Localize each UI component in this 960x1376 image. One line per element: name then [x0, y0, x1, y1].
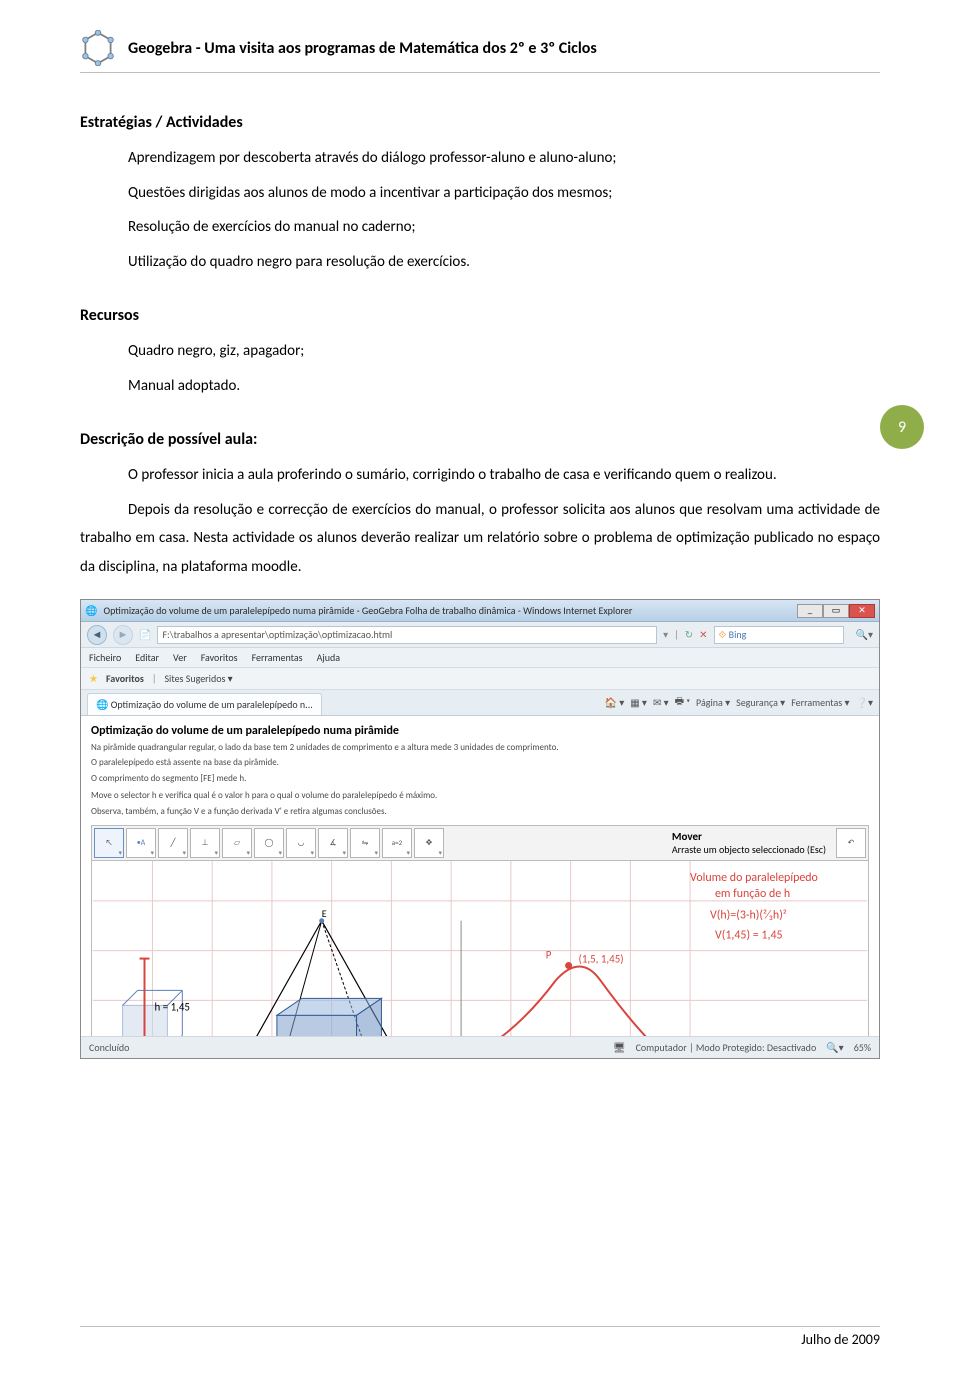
content-text: Observa, também, a função V e a função d… [91, 806, 869, 819]
status-left: Concluído [89, 1041, 129, 1054]
estrategias-item: Resolução de exercícios do manual no cad… [128, 213, 880, 242]
section-estrategias-title: Estratégias / Actividades [80, 113, 880, 132]
gg-tool-arc[interactable]: ◡▾ [286, 828, 316, 858]
h-label: h = 1,45 [154, 1000, 190, 1013]
gg-tool-slider[interactable]: a=2▾ [382, 828, 412, 858]
section-recursos-title: Recursos [80, 306, 880, 325]
home-icon[interactable]: 🏠 ▾ [604, 696, 624, 709]
svg-text:P: P [546, 949, 552, 962]
ie-favicon-icon: 🌐 [85, 604, 97, 617]
content-text: Na pirâmide quadrangular regular, o lado… [91, 742, 869, 755]
gg-tool-perp[interactable]: ⊥▾ [190, 828, 220, 858]
geogebra-toolbar: ↖▾ •A▾ ╱▾ ⊥▾ ▱▾ ◯▾ ◡▾ ∡▾ ⇋▾ a=2▾ ✥▾ Move… [91, 825, 869, 861]
mover-sub: Arraste um objecto seleccionado (Esc) [672, 843, 826, 856]
cmd-item[interactable]: ❔▾ [856, 696, 873, 709]
browser-tab[interactable]: 🌐 Optimização do volume de um paralelepí… [87, 693, 322, 715]
hexagon-icon [80, 30, 116, 66]
recursos-item: Manual adoptado. [128, 372, 880, 401]
menu-item[interactable]: Ver [173, 651, 187, 664]
gg-tool-angle[interactable]: ∡▾ [318, 828, 348, 858]
vol-value: V(1,45) = 1,45 [715, 929, 783, 943]
feeds-icon[interactable]: ▦ ▾ [630, 696, 647, 709]
cmd-item[interactable]: Página ▾ [696, 696, 730, 709]
content-text: O comprimento do segmento [FE] mede h. [91, 773, 869, 786]
content-text: Move o selector h e verifica qual é o va… [91, 790, 869, 803]
ie-window-title: Optimização do volume de um paralelepípe… [103, 604, 791, 617]
status-zoom: 65% [854, 1041, 871, 1054]
menu-item[interactable]: Editar [135, 651, 159, 664]
menu-item[interactable]: Ficheiro [89, 651, 121, 664]
ie-address-bar: ◄ ► 📄 F:\trabalhos a apresentar\optimiza… [81, 622, 879, 648]
section-descricao-title: Descrição de possível aula: [80, 430, 880, 449]
recursos-item: Quadro negro, giz, apagador; [128, 337, 880, 366]
gg-tool-description: Mover Arraste um objecto seleccionado (E… [664, 830, 834, 856]
minimize-button[interactable]: _ [797, 604, 823, 618]
gg-tool-undo[interactable]: ↶ [836, 828, 866, 858]
ie-titlebar: 🌐 Optimização do volume de um paralelepí… [81, 600, 879, 622]
gg-tool-reflect[interactable]: ⇋▾ [350, 828, 380, 858]
tab-label: Optimização do volume de um paralelepípe… [111, 698, 313, 711]
gg-tool-point[interactable]: •A▾ [126, 828, 156, 858]
page-number-badge: 9 [880, 405, 924, 449]
print-icon[interactable]: 🖶 ▾ [675, 694, 690, 711]
close-button[interactable]: ✕ [849, 604, 875, 618]
status-mode: Computador | Modo Protegido: Desactivado [636, 1041, 817, 1054]
estrategias-item: Aprendizagem por descoberta através do d… [128, 144, 880, 173]
estrategias-item: Utilização do quadro negro para resoluçã… [128, 248, 880, 277]
back-button[interactable]: ◄ [87, 625, 107, 645]
gg-tool-movegraphics[interactable]: ✥▾ [414, 828, 444, 858]
screenshot: 🌐 Optimização do volume de um paralelepí… [80, 599, 880, 1059]
mover-label: Mover [672, 830, 702, 843]
favorites-star-icon[interactable]: ★ [89, 672, 98, 685]
ie-tab-bar: 🌐 Optimização do volume de um paralelepí… [81, 690, 879, 716]
geogebra-canvas[interactable]: Volume do paralelepípedo em função de h … [91, 861, 869, 1036]
menu-item[interactable]: Ajuda [317, 651, 340, 664]
descricao-p2: Depois da resolução e correcção de exerc… [80, 496, 880, 582]
forward-button[interactable]: ► [113, 625, 133, 645]
page-content: Optimização do volume de um paralelepípe… [81, 716, 879, 1036]
gg-tool-line[interactable]: ╱▾ [158, 828, 188, 858]
gg-tool-polygon[interactable]: ▱▾ [222, 828, 252, 858]
address-input[interactable]: F:\trabalhos a apresentar\optimização\op… [157, 626, 657, 644]
search-icon[interactable]: 🔍▾ [850, 628, 873, 641]
descricao-p1: O professor inicia a aula proferindo o s… [80, 461, 880, 490]
footer-date: Julho de 2009 [80, 1326, 880, 1348]
cmd-item[interactable]: Ferramentas ▾ [791, 696, 849, 709]
vol-title: Volume do paralelepípedo [690, 871, 818, 885]
mail-icon[interactable]: ✉ ▾ [653, 696, 669, 709]
suggested-sites[interactable]: Sites Sugeridos ▾ [164, 672, 232, 685]
ie-favorites-bar: ★ Favoritos | Sites Sugeridos ▾ [81, 668, 879, 690]
zoom-icon[interactable]: 🔍▾ [826, 1041, 843, 1054]
ie-status-bar: Concluído 🖥 Computador | Modo Protegido:… [81, 1036, 879, 1058]
ie-menu-bar: Ficheiro Editar Ver Favoritos Ferramenta… [81, 648, 879, 668]
gg-tool-move[interactable]: ↖▾ [94, 828, 124, 858]
favorites-label[interactable]: Favoritos [106, 672, 144, 685]
doc-header: Geogebra - Uma visita aos programas de M… [80, 30, 880, 73]
cmd-item[interactable]: Segurança ▾ [736, 696, 785, 709]
search-provider: Bing [729, 628, 747, 641]
gg-tool-circle[interactable]: ◯▾ [254, 828, 284, 858]
content-text: O paralelepípedo está assente na base da… [91, 757, 869, 770]
svg-text:E: E [322, 908, 327, 920]
doc-title: Geogebra - Uma visita aos programas de M… [128, 39, 597, 58]
ie-command-bar: 🏠 ▾ ▦ ▾ ✉ ▾ 🖶 ▾ Página ▾ Segurança ▾ Fer… [604, 694, 873, 715]
search-input[interactable]: ⟐ Bing [714, 626, 844, 644]
point-label: (1,5, 1,45) [579, 953, 624, 966]
vol-formula: V(h)=(3-h)(²⁄₃h)² [710, 909, 787, 923]
vol-sub: em função de h [715, 887, 790, 901]
menu-item[interactable]: Favoritos [201, 651, 238, 664]
protected-mode-icon: 🖥 [613, 1041, 626, 1054]
maximize-button[interactable]: ▭ [823, 604, 849, 618]
menu-item[interactable]: Ferramentas [252, 651, 303, 664]
content-title: Optimização do volume de um paralelepípe… [91, 724, 869, 738]
estrategias-item: Questões dirigidas aos alunos de modo a … [128, 179, 880, 208]
